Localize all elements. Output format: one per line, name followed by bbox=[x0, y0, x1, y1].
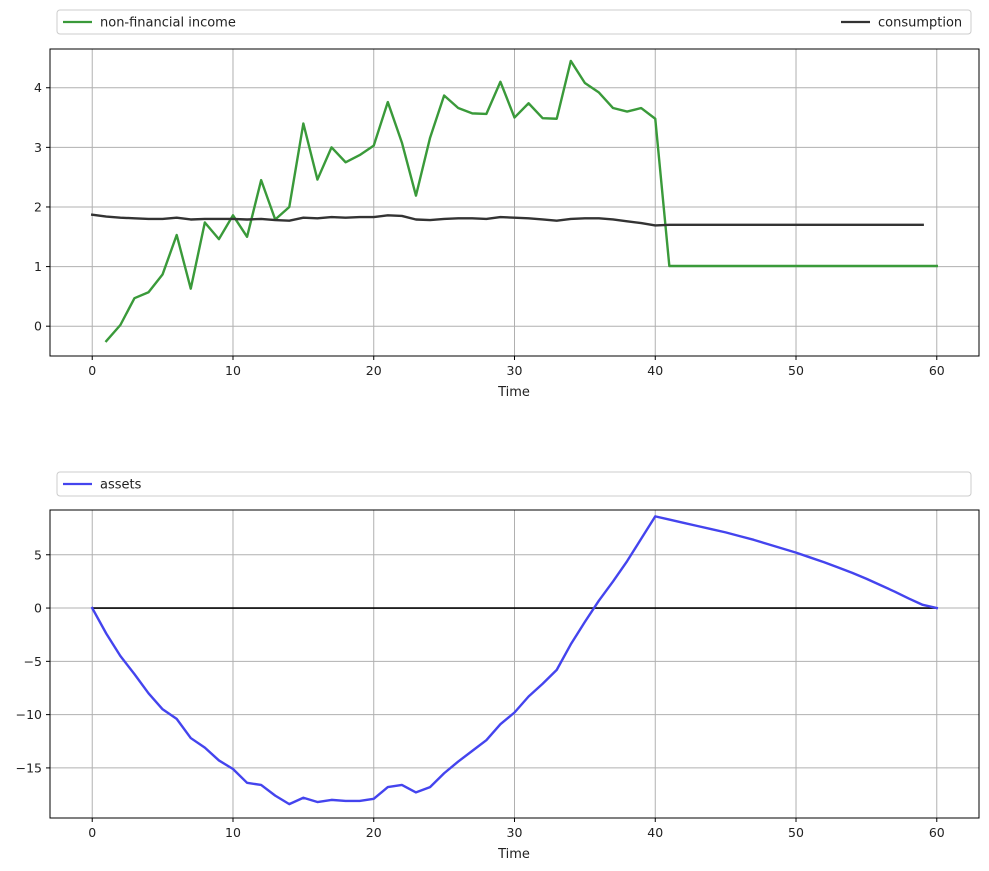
bottom-series bbox=[90, 515, 939, 806]
top-x-tick-label: 10 bbox=[225, 363, 241, 378]
series-line-non-financial-income bbox=[104, 59, 938, 343]
bottom-y-tick-label: −5 bbox=[24, 654, 42, 669]
top-x-tick-label: 40 bbox=[647, 363, 663, 378]
bottom-y-tick-label: 5 bbox=[34, 547, 42, 562]
bottom-x-tick-label: 30 bbox=[507, 825, 523, 840]
series-line-assets bbox=[90, 515, 939, 806]
bottom-grid bbox=[50, 510, 979, 818]
top-x-tick-label: 0 bbox=[88, 363, 96, 378]
top-grid bbox=[50, 49, 979, 356]
bottom-x-tick-label: 50 bbox=[788, 825, 804, 840]
bottom-legend-frame bbox=[56, 471, 972, 497]
top-panel: non-financial income consumption 0 10 20 30… bbox=[34, 9, 980, 400]
top-x-tick-label: 50 bbox=[788, 363, 804, 378]
bottom-legend-label-assets: assets bbox=[100, 478, 142, 493]
bottom-y-tick-label: 0 bbox=[34, 601, 42, 616]
top-y-tick-label: 3 bbox=[34, 140, 42, 155]
bottom-y-tick-label: −15 bbox=[16, 760, 42, 775]
bottom-x-tick-label: 10 bbox=[225, 825, 241, 840]
bottom-x-tick-label: 0 bbox=[88, 825, 96, 840]
bottom-legend: assets bbox=[56, 471, 972, 497]
top-legend: non-financial income consumption bbox=[56, 9, 972, 35]
top-x-axis-label: Time bbox=[497, 385, 530, 400]
top-y-tick-label: 0 bbox=[34, 319, 42, 334]
bottom-y-tick-label: −10 bbox=[16, 707, 42, 722]
series-line-consumption bbox=[90, 213, 924, 227]
bottom-x-tick-label: 40 bbox=[647, 825, 663, 840]
top-legend-label-consumption: consumption bbox=[878, 16, 962, 31]
top-y-tick-label: 4 bbox=[34, 80, 42, 95]
top-y-tick-label: 1 bbox=[34, 259, 42, 274]
bottom-x-tick-label: 60 bbox=[929, 825, 945, 840]
top-y-tick-label: 2 bbox=[34, 199, 42, 214]
bottom-x-axis-label: Time bbox=[497, 847, 530, 862]
top-series bbox=[90, 59, 938, 343]
top-legend-frame bbox=[56, 9, 972, 35]
top-x-tick-label: 30 bbox=[507, 363, 523, 378]
top-legend-label-income: non-financial income bbox=[100, 16, 236, 31]
bottom-x-tick-label: 20 bbox=[366, 825, 382, 840]
top-ticks: 0 10 20 30 40 50 60 0 1 2 3 4 bbox=[34, 80, 945, 378]
top-x-tick-label: 60 bbox=[929, 363, 945, 378]
top-x-tick-label: 20 bbox=[366, 363, 382, 378]
